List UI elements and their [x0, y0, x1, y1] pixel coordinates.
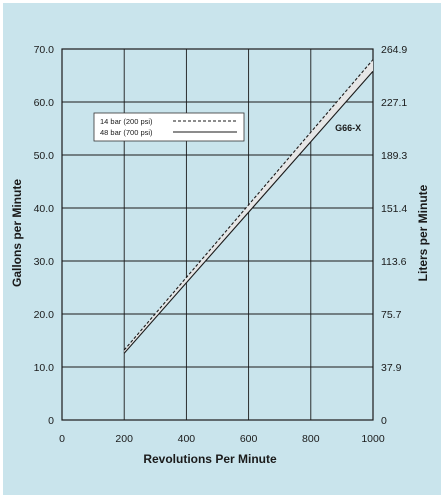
y-tick-label: 10.0 [34, 362, 55, 374]
x-tick-label: 600 [240, 433, 258, 445]
chart-panel: 0 200 400 600 800 1000 0 10.0 20.0 30.0 40.0 50.0 60… [3, 3, 441, 495]
y2-axis-title: Liters per Minute [416, 184, 430, 281]
y2-tick-label: 264.9 [381, 44, 407, 56]
series-line-1 [123, 70, 374, 354]
y-tick-label: 40.0 [34, 203, 55, 215]
x-tick-label: 200 [115, 433, 133, 445]
series-lines [123, 59, 374, 354]
y2-tick-label: 227.1 [381, 97, 407, 109]
y-tick-label: 60.0 [34, 97, 55, 109]
tick-labels: 0 200 400 600 800 1000 0 10.0 20.0 30.0 40.0 50.0 60… [34, 44, 408, 445]
x-tick-label: 0 [59, 433, 65, 445]
y2-tick-label: 0 [381, 415, 387, 427]
y2-tick-label: 37.9 [381, 362, 402, 374]
legend-box [93, 112, 245, 142]
y2-tick-label: 75.7 [381, 309, 402, 321]
y-tick-label: 20.0 [34, 309, 55, 321]
model-annotation: G66-X [335, 123, 361, 133]
y-tick-label: 70.0 [34, 44, 55, 56]
y-tick-label: 30.0 [34, 256, 55, 268]
plot-border [61, 48, 374, 421]
y-tick-label: 0 [48, 415, 54, 427]
x-tick-label: 800 [302, 433, 320, 445]
legend-label-14bar: 14 bar (200 psi) [100, 117, 153, 126]
series-line-0 [123, 59, 374, 351]
x-tick-label: 400 [178, 433, 196, 445]
x-axis-title: Revolutions Per Minute [143, 452, 277, 466]
pump-flow-chart: 0 200 400 600 800 1000 0 10.0 20.0 30.0 40.0 50.0 60… [10, 44, 430, 466]
x-tick-label: 1000 [361, 433, 385, 445]
legend: 14 bar (200 psi) 48 bar (700 psi) [93, 112, 245, 142]
y-tick-label: 50.0 [34, 150, 55, 162]
legend-label-48bar: 48 bar (700 psi) [100, 128, 153, 137]
grid [61, 48, 374, 421]
y2-tick-label: 189.3 [381, 150, 407, 162]
y-axis-title: Gallons per Minute [10, 179, 24, 287]
y2-tick-label: 113.6 [381, 256, 407, 268]
y2-tick-label: 151.4 [381, 203, 407, 215]
